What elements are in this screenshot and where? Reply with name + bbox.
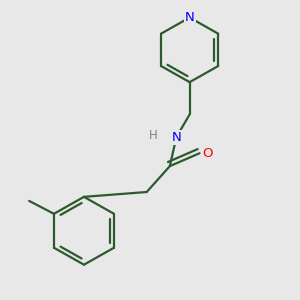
Text: O: O — [202, 147, 213, 160]
Text: N: N — [172, 130, 181, 144]
Text: N: N — [185, 11, 194, 24]
Text: H: H — [149, 129, 158, 142]
